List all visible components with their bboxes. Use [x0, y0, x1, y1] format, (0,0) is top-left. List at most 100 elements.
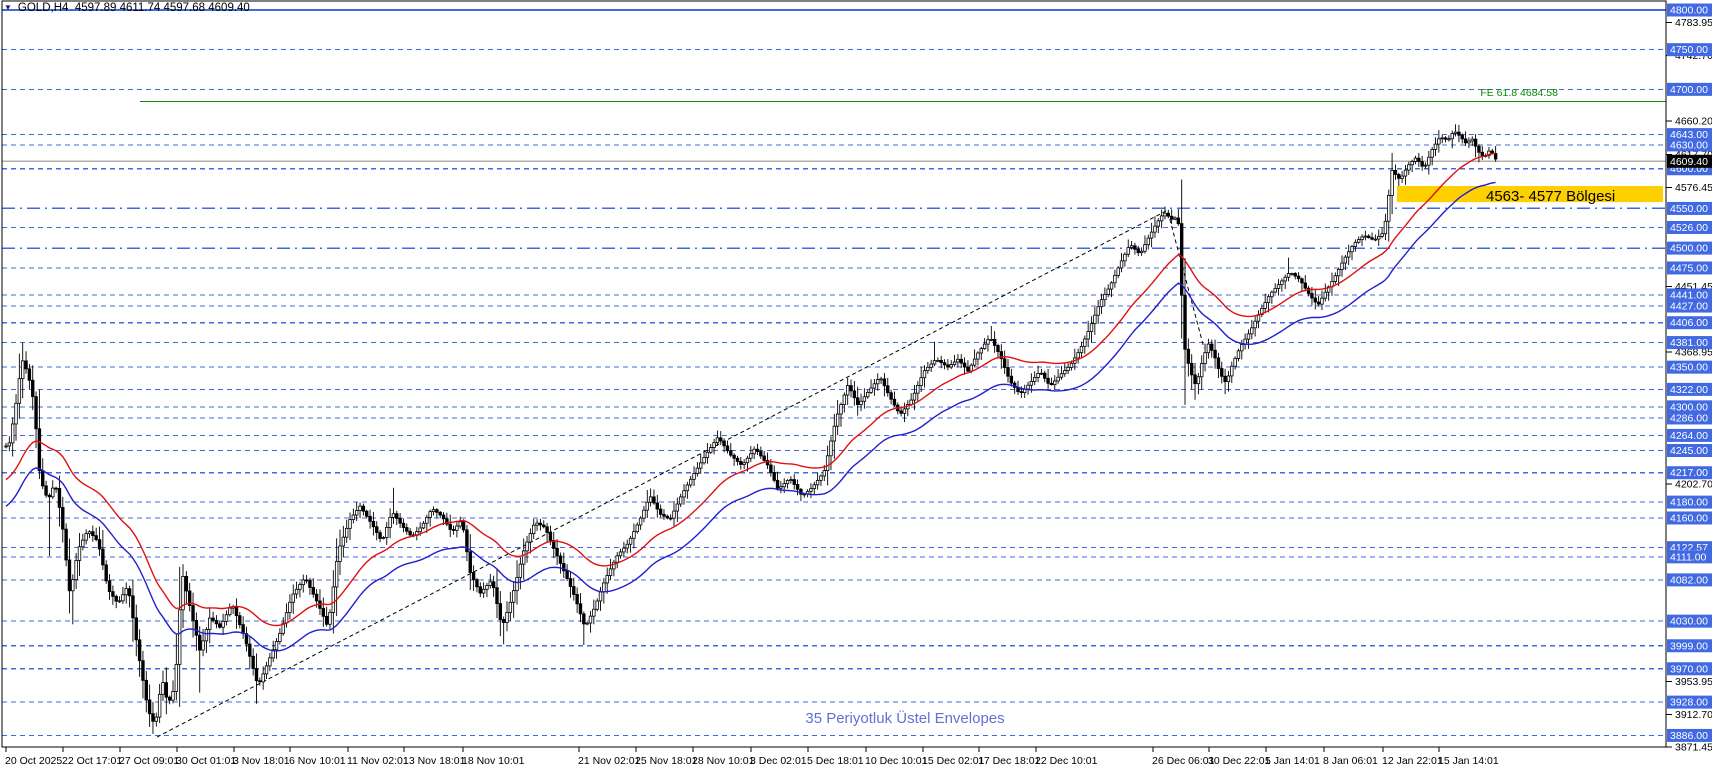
candle-body [1216, 357, 1221, 369]
candle-body [308, 580, 312, 588]
price-label-chip [1667, 614, 1712, 628]
candle-body [1463, 138, 1468, 144]
envelope-annotation-text[interactable]: 35 Periyotluk Üstel Envelopes [805, 710, 1005, 727]
candle-body [324, 615, 329, 625]
candle-body [1033, 377, 1037, 382]
candle-body [1403, 169, 1408, 177]
candle-body [1103, 293, 1107, 301]
candle-body [1336, 268, 1341, 277]
price-label-chip [1667, 241, 1712, 255]
price-label-chip [1667, 382, 1712, 396]
candle-body [1443, 137, 1448, 140]
candle-body [1413, 157, 1418, 162]
candle-body [972, 358, 977, 366]
candle-body [695, 467, 700, 474]
candle-body [181, 575, 185, 611]
candle-body [876, 379, 880, 385]
candle-body [1009, 375, 1014, 384]
trendlines[interactable] [156, 209, 1205, 738]
candle-body [1493, 153, 1498, 160]
candle-body [428, 511, 432, 518]
candle-body [942, 362, 947, 366]
candle-body [1440, 137, 1444, 140]
svg-text:25 Nov 18:01: 25 Nov 18:01 [635, 755, 698, 767]
highlight-zone-band[interactable] [1397, 185, 1663, 203]
candle-body [575, 594, 579, 605]
candle-body [1480, 151, 1484, 157]
svg-text:4245.00: 4245.00 [1670, 445, 1708, 457]
candle-body [1273, 287, 1277, 293]
price-axis-chips[interactable]: 4800.004750.004700.004643.004630.004600.… [1667, 3, 1712, 742]
envelope-upper-line [5, 152, 1496, 627]
candle-body [919, 377, 923, 386]
svg-text:4406.00: 4406.00 [1670, 317, 1708, 329]
candle-body [101, 548, 105, 566]
candle-body [1236, 350, 1241, 359]
candle-body [1186, 348, 1191, 364]
candle-body [41, 470, 45, 487]
price-label-chip [1667, 550, 1712, 564]
candle-body [1407, 164, 1411, 171]
candle-body [1143, 244, 1147, 252]
price-label-chip [1667, 444, 1712, 458]
svg-text:30 Dec 22:01: 30 Dec 22:01 [1208, 755, 1271, 767]
trendline-1[interactable] [156, 209, 1169, 738]
candle-body [1250, 327, 1254, 335]
candle-body [792, 479, 796, 485]
trendline-2[interactable] [1167, 212, 1205, 349]
svg-text:3871.45: 3871.45 [1675, 741, 1712, 753]
candle-body [1353, 241, 1358, 247]
candle-body [1363, 235, 1368, 238]
candle-body [1253, 320, 1257, 329]
candle-body [618, 551, 623, 557]
candle-body [1156, 220, 1160, 227]
candle-body [321, 607, 325, 617]
candle-body [555, 547, 559, 557]
candle-body [869, 387, 873, 393]
price-label-chip [1667, 400, 1712, 414]
candle-body [585, 622, 589, 625]
ohlc-values: 4597.89 4611.74 4597.68 4609.40 [74, 2, 250, 14]
candle-body [769, 464, 773, 473]
candle-body [892, 398, 897, 406]
candle-body [916, 385, 920, 394]
candle-body [592, 608, 596, 617]
candle-body [161, 682, 165, 695]
candle-body [735, 457, 740, 462]
svg-text:28 Nov 10:01: 28 Nov 10:01 [692, 755, 755, 767]
highlight-zone-label[interactable]: 4563- 4577 Bölgesi [1486, 188, 1616, 205]
price-label-chip [1667, 299, 1712, 313]
svg-text:13 Nov 18:01: 13 Nov 18:01 [403, 755, 466, 767]
svg-text:4286.00: 4286.00 [1670, 412, 1708, 424]
candle-body [1059, 373, 1064, 378]
price-level-lines[interactable] [2, 9, 1666, 736]
candle-body [588, 615, 593, 624]
candle-body [782, 483, 786, 488]
candle-body [1450, 133, 1454, 140]
candle-body [1460, 134, 1464, 140]
candle-body [1357, 239, 1361, 243]
candle-body [522, 550, 526, 565]
svg-text:30 Oct 01:01: 30 Oct 01:01 [176, 755, 236, 767]
candle-body [628, 537, 633, 545]
candle-body [722, 440, 726, 447]
candle-body [64, 528, 68, 561]
candle-body [638, 517, 643, 526]
price-label-chip [1667, 316, 1712, 330]
candle-body [1213, 349, 1217, 359]
fibo-expansion-label[interactable]: FE 61.8 4684.58 [1480, 87, 1558, 99]
candle-body [1477, 145, 1481, 153]
candle-body [558, 555, 563, 564]
candle-body [1116, 267, 1120, 276]
candle-body [1183, 294, 1187, 350]
candle-body [164, 682, 169, 698]
current-price-chip [1667, 154, 1712, 168]
candle-body [508, 601, 513, 613]
candle-body [582, 613, 586, 625]
candle-body [809, 488, 813, 492]
candle-body [455, 525, 459, 531]
candle-body [208, 617, 212, 630]
candle-body [1240, 344, 1244, 352]
